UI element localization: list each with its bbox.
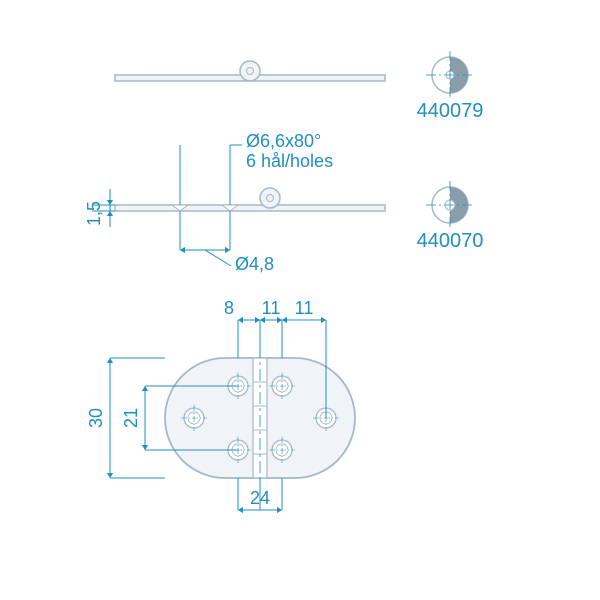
- dim-value: 30: [86, 408, 106, 428]
- csk-label: Ø6,6x80°: [246, 131, 321, 151]
- dim-hole-dia: Ø4,8: [235, 254, 274, 274]
- dim-30: [107, 358, 113, 478]
- dim-24: 24: [250, 488, 270, 508]
- top-end-symbol: [426, 51, 474, 99]
- part-number-top: 440079: [417, 100, 484, 122]
- dim-thk: 1,5: [84, 201, 104, 226]
- top-knuckle: [240, 61, 260, 81]
- dim-8: 8: [224, 298, 234, 318]
- part-number-mid: 440070: [417, 230, 484, 252]
- dim-11b: 11: [295, 298, 314, 318]
- dim-thickness: [107, 189, 113, 227]
- mid-plate: [115, 205, 385, 211]
- mid-end-symbol: [426, 181, 474, 229]
- holes-label: 6 hål/holes: [246, 151, 333, 171]
- dim-11a: 11: [262, 298, 281, 318]
- dim-value: 21: [121, 408, 141, 428]
- dimension: [238, 317, 260, 323]
- dim-21: [142, 386, 148, 450]
- mid-knuckle: [260, 188, 280, 208]
